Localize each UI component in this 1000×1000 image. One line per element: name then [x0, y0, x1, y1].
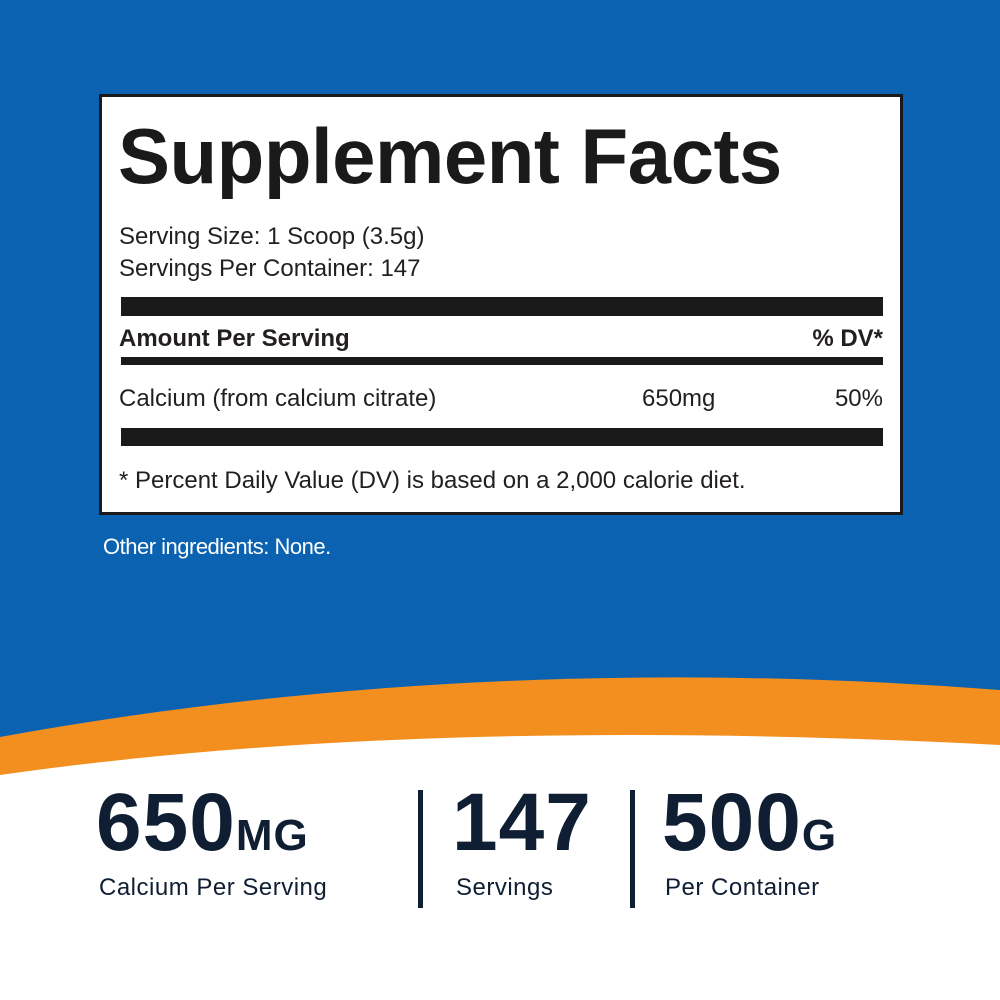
nutrient-dv: 50%: [834, 385, 883, 412]
nutrient-amount: 650mg: [642, 385, 716, 412]
stat-unit: MG: [235, 811, 309, 860]
stat-number: 147: [452, 777, 592, 868]
other-ingredients: Other ingredients: None.: [103, 534, 331, 559]
stat-value: 500G: [662, 776, 837, 870]
footnote: * Percent Daily Value (DV) is based on a…: [119, 467, 746, 494]
stat-number: 650: [96, 777, 236, 868]
panel-title: Supplement Facts: [118, 112, 782, 200]
servings-per-container: Servings Per Container: 147: [119, 255, 421, 282]
amount-header: Amount Per Serving: [119, 325, 350, 352]
stat-number: 500: [662, 777, 802, 868]
stat-label: Calcium Per Serving: [99, 874, 328, 901]
stat-divider: [418, 790, 423, 908]
serving-size: Serving Size: 1 Scoop (3.5g): [119, 223, 425, 250]
stat-divider: [630, 790, 635, 908]
nutrient-name: Calcium (from calcium citrate): [119, 385, 437, 412]
stat-unit: G: [801, 811, 838, 860]
stat-value: 147: [452, 776, 592, 870]
supplement-facts-panel: Supplement Facts Serving Size: 1 Scoop (…: [99, 94, 903, 515]
divider-bar: [121, 297, 883, 316]
white-wave: [0, 735, 1000, 1000]
divider-bar: [121, 357, 883, 365]
divider-bar: [121, 428, 883, 446]
dv-header: % DV*: [812, 325, 883, 352]
stat-label: Per Container: [665, 874, 820, 901]
stat-label: Servings: [456, 874, 554, 901]
stat-value: 650MG: [96, 776, 309, 870]
